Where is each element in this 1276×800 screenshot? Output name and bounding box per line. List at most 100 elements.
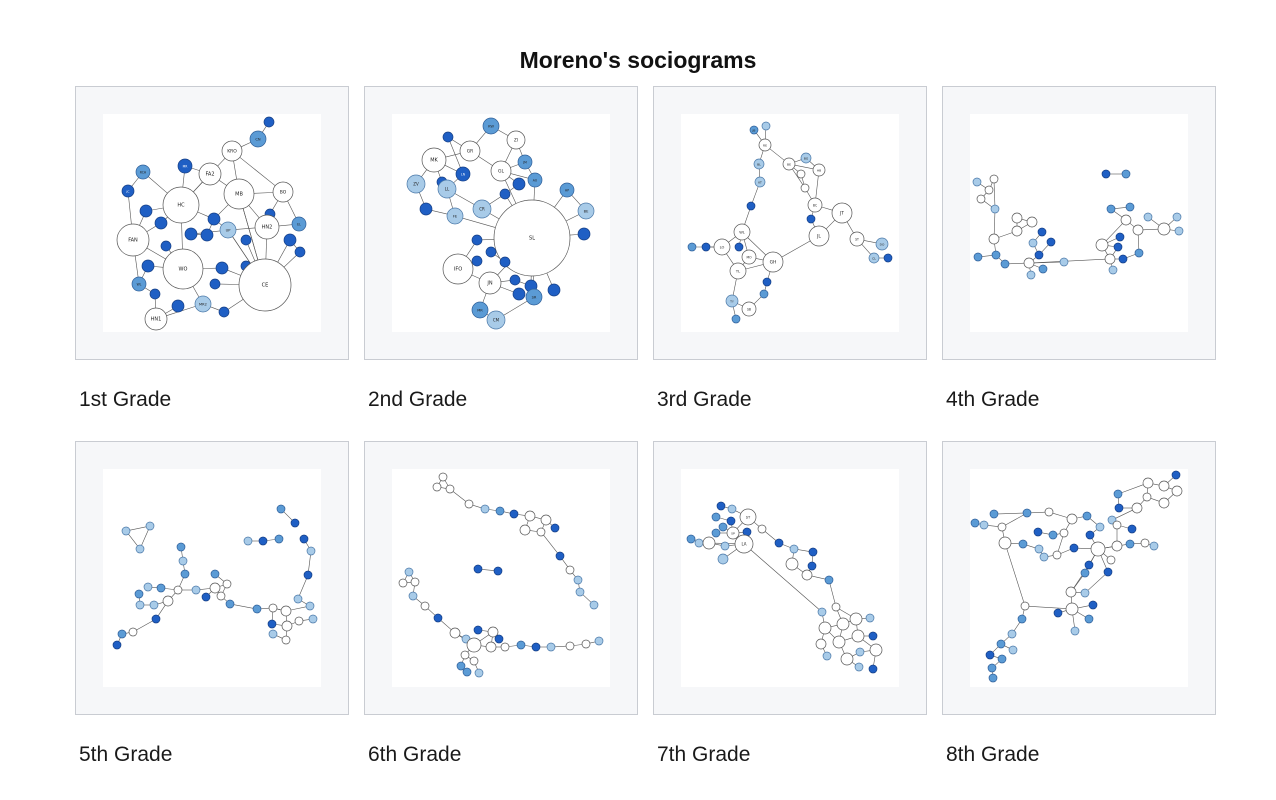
- student-node[interactable]: [808, 547, 818, 557]
- student-node[interactable]: [990, 204, 1000, 214]
- student-node[interactable]: [1095, 522, 1105, 532]
- student-node[interactable]: [1080, 568, 1090, 578]
- student-node[interactable]: [972, 177, 982, 187]
- student-node[interactable]: [702, 536, 716, 550]
- student-node[interactable]: [1084, 560, 1094, 570]
- student-node[interactable]: [718, 522, 728, 532]
- student-node[interactable]: [1114, 503, 1124, 513]
- student-node[interactable]: [145, 521, 155, 531]
- student-node[interactable]: [796, 169, 806, 179]
- student-node[interactable]: [988, 233, 1000, 245]
- student-node[interactable]: [1000, 259, 1010, 269]
- grade-card-6[interactable]: 6th Grade: [364, 441, 653, 794]
- student-node[interactable]: [1059, 257, 1069, 267]
- student-node[interactable]: [1172, 212, 1182, 222]
- student-node[interactable]: [116, 223, 150, 257]
- student-node[interactable]: [482, 117, 500, 135]
- student-node[interactable]: [855, 647, 865, 657]
- student-node[interactable]: [480, 504, 490, 514]
- student-node[interactable]: [493, 566, 503, 576]
- student-node[interactable]: [162, 595, 174, 607]
- student-node[interactable]: [218, 306, 230, 318]
- student-node[interactable]: [1037, 227, 1047, 237]
- student-node[interactable]: [131, 276, 147, 292]
- student-node[interactable]: [1106, 555, 1116, 565]
- student-node[interactable]: [472, 199, 492, 219]
- student-node[interactable]: [464, 499, 474, 509]
- student-node[interactable]: [225, 599, 235, 609]
- student-node[interactable]: [1017, 614, 1027, 624]
- student-node[interactable]: [221, 140, 243, 162]
- student-node[interactable]: [1065, 586, 1077, 598]
- student-node[interactable]: [243, 536, 253, 546]
- student-node[interactable]: [1039, 552, 1049, 562]
- student-node[interactable]: [536, 527, 546, 537]
- student-node[interactable]: [711, 512, 721, 522]
- student-node[interactable]: [162, 248, 204, 290]
- student-node[interactable]: [854, 662, 864, 672]
- student-node[interactable]: [577, 227, 591, 241]
- student-node[interactable]: [1125, 202, 1135, 212]
- student-node[interactable]: [565, 641, 575, 651]
- grade-card-5[interactable]: 5th Grade: [75, 441, 364, 794]
- student-node[interactable]: [222, 579, 232, 589]
- student-node[interactable]: [495, 506, 505, 516]
- student-node[interactable]: [509, 274, 521, 286]
- student-node[interactable]: [294, 246, 306, 258]
- student-node[interactable]: [727, 504, 737, 514]
- student-node[interactable]: [1171, 470, 1181, 480]
- student-node[interactable]: [753, 158, 765, 170]
- student-node[interactable]: [789, 544, 799, 554]
- student-node[interactable]: [420, 601, 430, 611]
- student-node[interactable]: [989, 509, 999, 519]
- student-node[interactable]: [970, 518, 980, 528]
- student-node[interactable]: [989, 174, 999, 184]
- student-node[interactable]: [734, 534, 754, 554]
- student-node[interactable]: [996, 639, 1006, 649]
- student-node[interactable]: [759, 289, 769, 299]
- student-node[interactable]: [143, 582, 153, 592]
- student-node[interactable]: [1011, 212, 1023, 224]
- student-node[interactable]: [294, 616, 304, 626]
- student-node[interactable]: [280, 605, 292, 617]
- student-node[interactable]: [512, 177, 526, 191]
- student-node[interactable]: [725, 294, 739, 308]
- student-node[interactable]: [868, 252, 880, 264]
- student-node[interactable]: [500, 642, 510, 652]
- student-node[interactable]: [421, 147, 447, 173]
- student-node[interactable]: [1065, 602, 1079, 616]
- student-node[interactable]: [687, 242, 697, 252]
- student-node[interactable]: [1113, 489, 1123, 499]
- student-node[interactable]: [494, 634, 504, 644]
- student-node[interactable]: [1053, 608, 1063, 618]
- student-node[interactable]: [276, 504, 286, 514]
- student-node[interactable]: [207, 212, 221, 226]
- student-node[interactable]: [160, 240, 172, 252]
- grade-card-4[interactable]: 4th Grade: [942, 86, 1231, 439]
- student-node[interactable]: [547, 283, 561, 297]
- student-node[interactable]: [149, 600, 159, 610]
- student-node[interactable]: [283, 233, 297, 247]
- student-node[interactable]: [516, 640, 526, 650]
- student-node[interactable]: [176, 542, 186, 552]
- student-node[interactable]: [997, 654, 1007, 664]
- student-node[interactable]: [818, 621, 832, 635]
- student-node[interactable]: [817, 607, 827, 617]
- student-node[interactable]: [184, 227, 198, 241]
- student-node[interactable]: [305, 601, 315, 611]
- student-node[interactable]: [985, 650, 995, 660]
- student-node[interactable]: [135, 164, 151, 180]
- student-node[interactable]: [303, 570, 313, 580]
- student-node[interactable]: [478, 271, 502, 295]
- student-node[interactable]: [555, 551, 565, 561]
- student-node[interactable]: [546, 642, 556, 652]
- student-node[interactable]: [517, 154, 533, 170]
- student-node[interactable]: [726, 526, 740, 540]
- student-node[interactable]: [1080, 588, 1090, 598]
- student-node[interactable]: [433, 613, 443, 623]
- student-node[interactable]: [1023, 257, 1035, 269]
- student-node[interactable]: [875, 237, 889, 251]
- student-node[interactable]: [1022, 508, 1032, 518]
- student-node[interactable]: [1140, 538, 1150, 548]
- grade-card-1[interactable]: CN KRO FA2 MR RCH JC HC MB BO EL HN2 UP FAN WO CE WL MR2…: [75, 86, 364, 439]
